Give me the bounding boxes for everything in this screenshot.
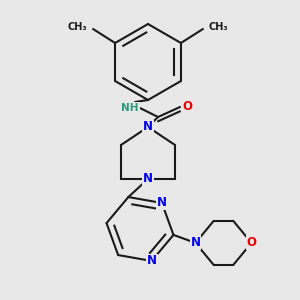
Text: NH: NH <box>121 103 139 113</box>
Text: N: N <box>157 196 167 209</box>
Text: N: N <box>190 236 200 249</box>
Text: N: N <box>143 121 153 134</box>
Text: N: N <box>147 254 157 267</box>
Text: CH₃: CH₃ <box>68 22 87 32</box>
Text: N: N <box>143 172 153 185</box>
Text: O: O <box>247 236 256 249</box>
Text: O: O <box>182 100 192 113</box>
Text: CH₃: CH₃ <box>209 22 229 32</box>
